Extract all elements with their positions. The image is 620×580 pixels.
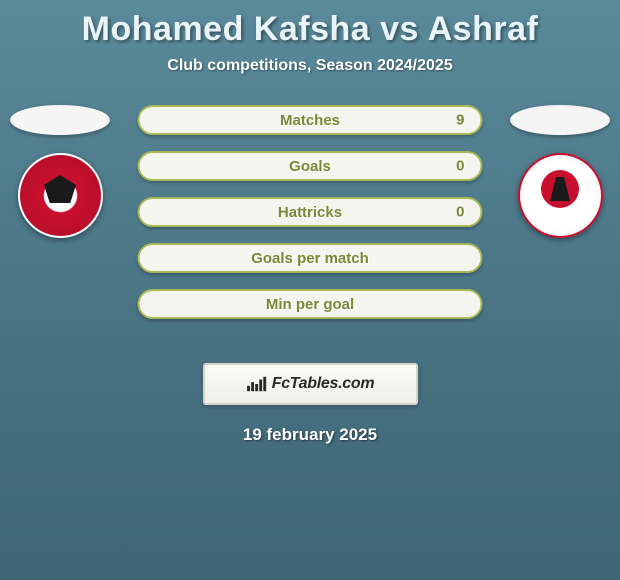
player-left-photo [10,105,110,135]
club-badge-left [18,153,103,238]
player-left-column [10,105,110,238]
brand-text: FcTables.com [272,375,375,393]
stat-right-value: 9 [456,112,464,129]
stat-row-goals-per-match: Goals per match [138,243,483,273]
stat-label: Goals per match [251,250,369,267]
bars-chart-icon [246,375,268,393]
stat-row-matches: Matches 9 [138,105,483,135]
club-badge-right [518,153,603,238]
comparison-card: Mohamed Kafsha vs Ashraf Club competitio… [0,0,620,445]
stat-row-goals: Goals 0 [138,151,483,181]
page-title: Mohamed Kafsha vs Ashraf [0,10,620,49]
stat-right-value: 0 [456,158,464,175]
player-right-photo [510,105,610,135]
stat-label: Goals [289,158,331,175]
stat-row-min-per-goal: Min per goal [138,289,483,319]
stat-right-value: 0 [456,204,464,221]
stat-label: Min per goal [266,296,354,313]
season-subtitle: Club competitions, Season 2024/2025 [0,57,620,75]
date-text: 19 february 2025 [0,425,620,445]
stat-label: Matches [280,112,340,129]
player-right-column [510,105,610,238]
stat-row-hattricks: Hattricks 0 [138,197,483,227]
stat-label: Hattricks [278,204,342,221]
brand-badge: FcTables.com [203,363,418,405]
main-area: Matches 9 Goals 0 Hattricks 0 Goals per … [0,105,620,345]
stats-list: Matches 9 Goals 0 Hattricks 0 Goals per … [138,105,483,319]
